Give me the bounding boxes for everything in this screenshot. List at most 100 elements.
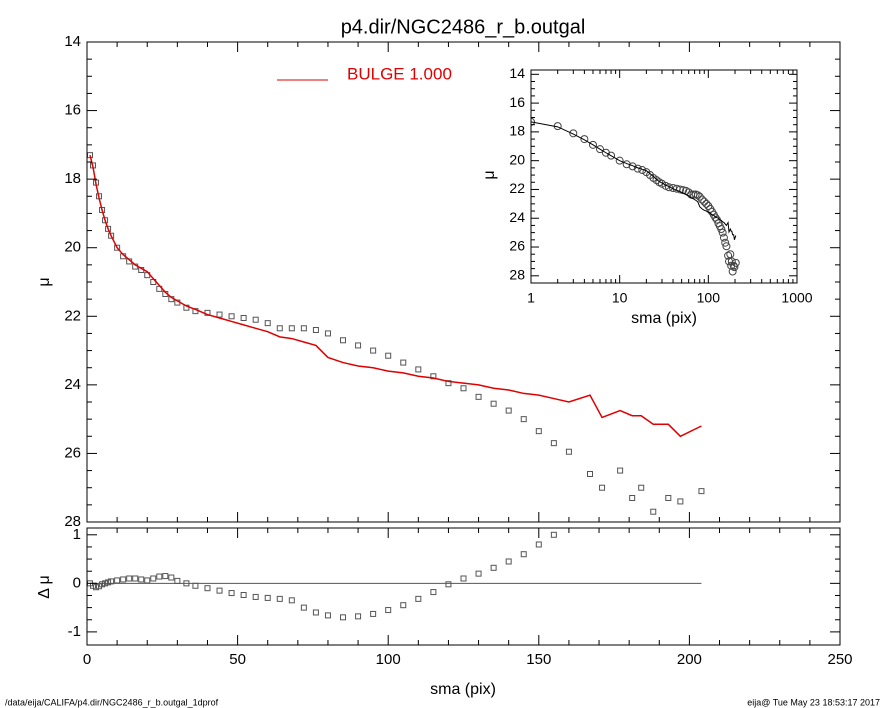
data-point xyxy=(719,233,728,242)
data-point xyxy=(252,593,259,600)
y-tick-label: 20 xyxy=(509,151,525,167)
y-tick-label: 24 xyxy=(509,209,525,225)
data-point xyxy=(535,428,542,435)
data-point xyxy=(565,448,572,455)
data-point xyxy=(105,225,112,232)
y-tick-label: 0 xyxy=(73,574,81,591)
data-point xyxy=(587,471,594,477)
data-point xyxy=(108,578,115,585)
data-point xyxy=(535,541,542,548)
data-point xyxy=(144,577,151,584)
data-point xyxy=(665,495,672,501)
data-point xyxy=(731,258,740,267)
data-point xyxy=(168,574,175,581)
data-point xyxy=(216,587,223,594)
data-point xyxy=(228,590,235,597)
x-tick-label: 1 xyxy=(527,290,535,306)
data-point xyxy=(183,580,190,587)
plot-area xyxy=(87,152,705,515)
y-tick-label: 18 xyxy=(64,170,81,187)
inset-background xyxy=(531,70,797,283)
data-point xyxy=(370,610,377,617)
data-point xyxy=(728,267,737,276)
data-point xyxy=(676,185,685,194)
data-point xyxy=(385,352,392,359)
data-point xyxy=(93,584,100,591)
legend-label: BULGE 1.000 xyxy=(347,64,452,83)
data-point xyxy=(607,151,616,160)
x-tick-label: 100 xyxy=(376,651,401,668)
data-point xyxy=(677,498,684,505)
data-point xyxy=(531,117,535,126)
data-point xyxy=(355,613,362,620)
data-point xyxy=(96,583,103,590)
data-point xyxy=(664,183,673,192)
data-point xyxy=(550,440,557,447)
data-point xyxy=(430,589,437,596)
data-point xyxy=(324,612,331,619)
data-point xyxy=(721,238,730,247)
x-axis-label: sma (pix) xyxy=(631,310,697,327)
footer-left: /data/eija/CALIFA/p4.dir/NGC2486_r_b.out… xyxy=(5,697,219,707)
x-axis-label: sma (pix) xyxy=(430,681,496,698)
axis-frame xyxy=(86,41,841,523)
data-point xyxy=(505,407,512,414)
x-tick-label: 250 xyxy=(827,651,852,668)
data-point xyxy=(400,359,407,366)
data-point xyxy=(252,316,259,323)
data-point xyxy=(638,484,645,491)
data-point xyxy=(717,225,726,234)
axis-frame xyxy=(530,69,798,284)
data-point xyxy=(460,575,467,582)
data-point xyxy=(475,570,482,577)
y-tick-label: 20 xyxy=(64,239,81,256)
x-tick-label: 100 xyxy=(697,290,721,306)
data-point xyxy=(150,575,157,582)
data-point xyxy=(240,591,247,598)
y-tick-label: 28 xyxy=(509,267,525,283)
data-point xyxy=(385,607,392,614)
data-point xyxy=(108,232,115,239)
y-tick-label: 26 xyxy=(64,444,81,461)
data-point xyxy=(216,311,223,318)
x-tick-label: 0 xyxy=(83,651,91,668)
data-point xyxy=(340,614,347,621)
data-point xyxy=(490,564,497,571)
data-point xyxy=(105,579,112,586)
data-point xyxy=(114,577,121,584)
data-point xyxy=(730,263,739,272)
data-point xyxy=(415,595,422,602)
data-point xyxy=(126,575,133,582)
x-tick-label: 200 xyxy=(677,651,702,668)
x-tick-label: 10 xyxy=(612,290,628,306)
data-point xyxy=(569,129,578,138)
data-point xyxy=(288,597,295,604)
data-point xyxy=(114,244,121,251)
model-line xyxy=(89,154,702,438)
data-point xyxy=(162,573,169,580)
data-point xyxy=(430,373,437,380)
data-point xyxy=(240,315,247,321)
data-point xyxy=(312,327,319,333)
data-point xyxy=(580,135,589,144)
data-point xyxy=(460,385,467,392)
plot-area xyxy=(87,528,702,621)
data-point xyxy=(228,313,235,320)
data-point xyxy=(628,162,637,171)
data-point xyxy=(475,393,482,400)
data-point xyxy=(138,576,145,583)
data-point xyxy=(722,242,731,251)
x-tick-label: 150 xyxy=(526,651,551,668)
y-tick-label: 16 xyxy=(64,102,81,119)
data-point xyxy=(505,558,512,565)
chart-title: p4.dir/NGC2486_r_b.outgal xyxy=(341,16,586,38)
data-point xyxy=(312,609,319,616)
data-point xyxy=(276,325,283,332)
data-point xyxy=(693,191,702,200)
data-point xyxy=(650,508,657,515)
x-tick-label: 50 xyxy=(229,651,246,668)
data-point xyxy=(102,580,109,587)
footer-right: eija@ Tue May 23 18:53:17 2017 xyxy=(747,697,880,707)
plot-area xyxy=(531,117,740,276)
